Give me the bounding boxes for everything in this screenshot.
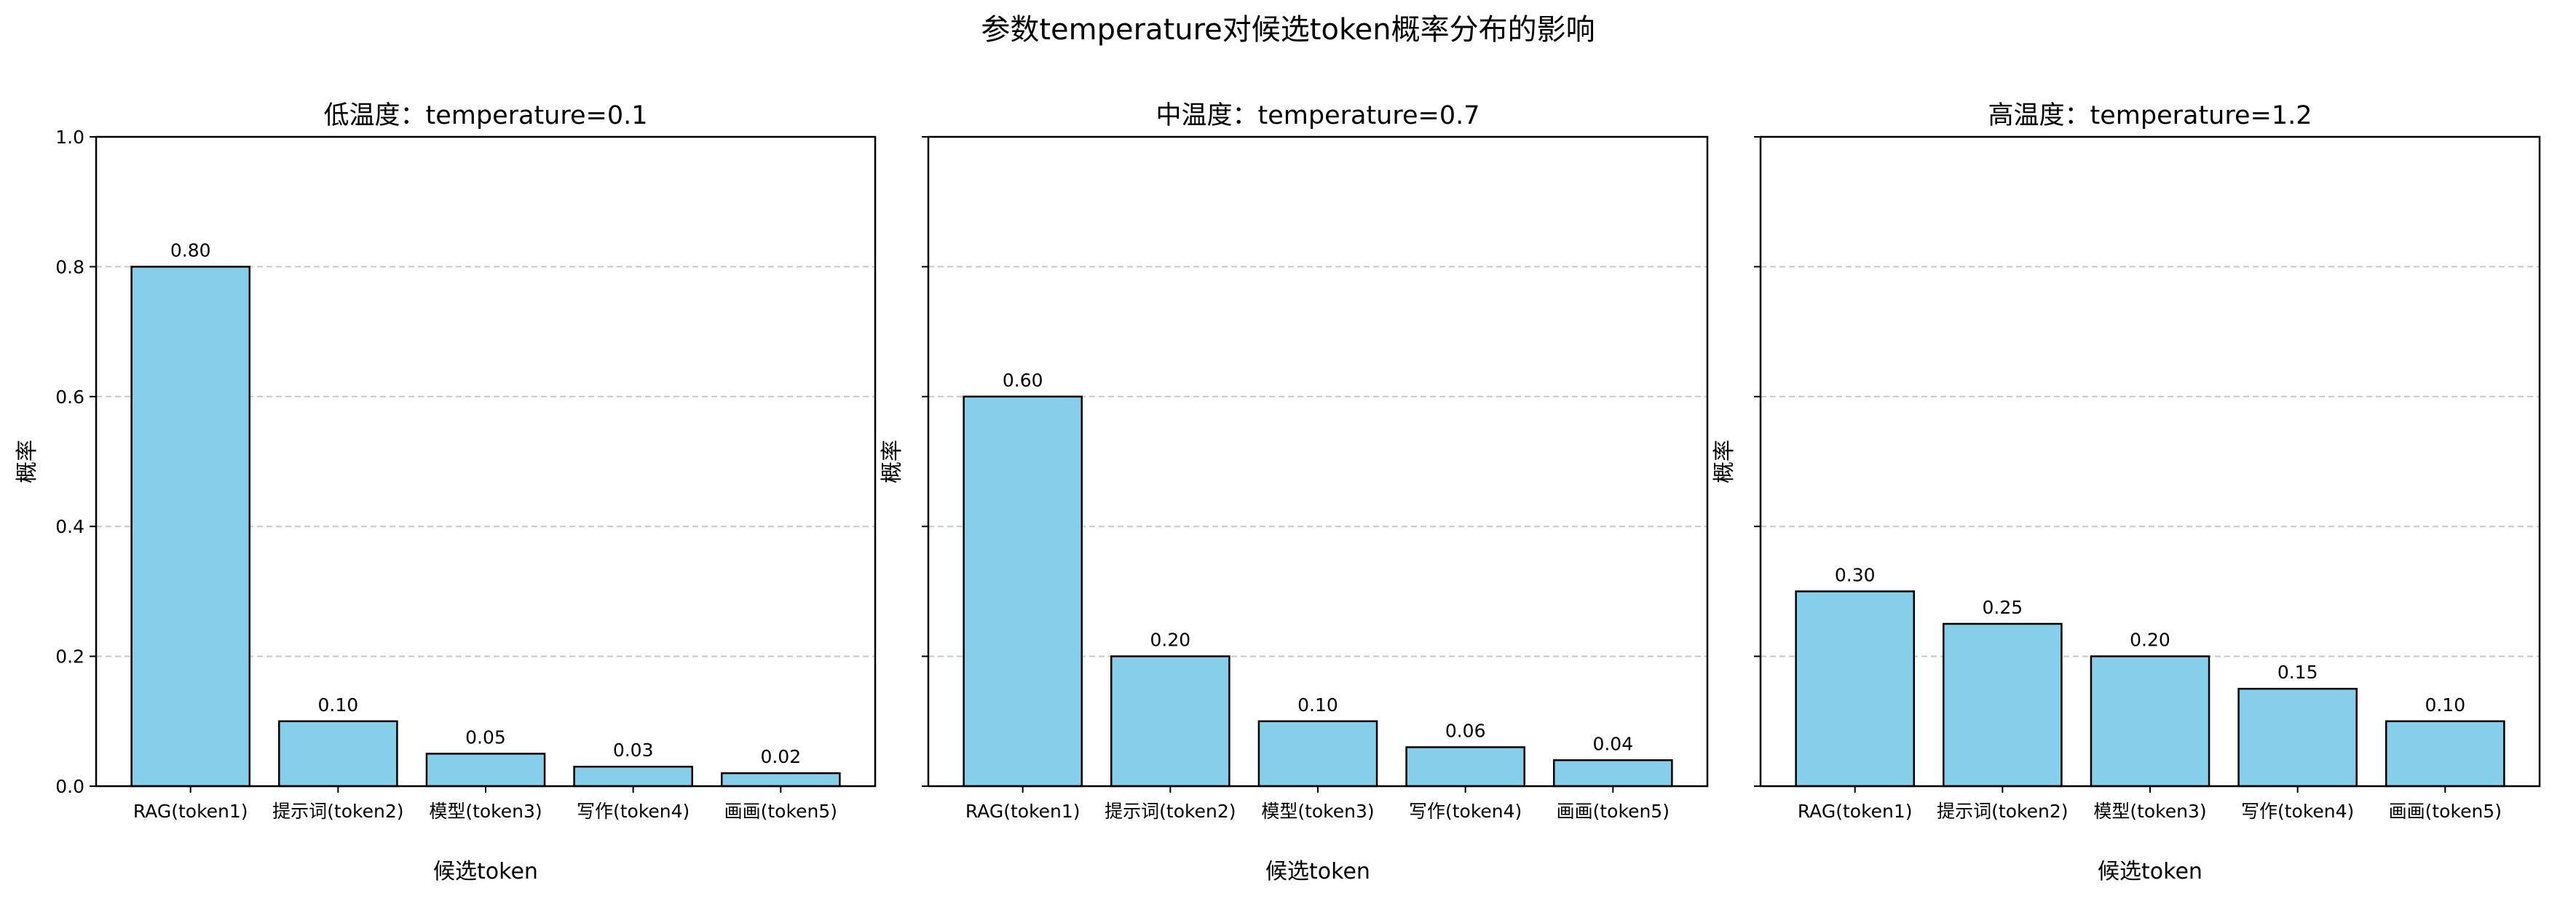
bar [720, 772, 841, 788]
bar [1943, 622, 2063, 788]
x-tick-label: 模型(token3) [1261, 801, 1374, 822]
data-label: 0.10 [318, 694, 359, 716]
data-label: 0.60 [1003, 370, 1043, 391]
data-label: 0.15 [2277, 662, 2318, 683]
x-tick-label: 画画(token5) [724, 801, 837, 822]
subplot-title: 低温度：temperature=0.1 [324, 101, 648, 130]
x-tick-label: 写作(token4) [2241, 801, 2354, 822]
x-tick-label: 模型(token3) [2093, 801, 2206, 822]
bar [2385, 720, 2505, 788]
data-label: 0.05 [465, 726, 506, 748]
x-tick-label: 写作(token4) [1409, 801, 1522, 822]
bar [1110, 655, 1230, 788]
bar [1795, 590, 1916, 788]
bar [1552, 759, 1673, 788]
x-tick-label: 提示词(token2) [272, 801, 403, 822]
data-label: 0.25 [1983, 597, 2023, 618]
x-tick-label: RAG(token1) [133, 801, 248, 822]
bar [425, 753, 546, 788]
x-tick-label: 画画(token5) [1557, 801, 1670, 822]
bar [2090, 655, 2210, 788]
y-axis-label: 概率 [15, 440, 40, 483]
data-label: 0.02 [760, 746, 801, 767]
data-label: 0.04 [1592, 733, 1633, 754]
x-tick-label: 画画(token5) [2389, 801, 2502, 822]
data-label: 0.06 [1445, 720, 1486, 741]
axes-frame [95, 135, 877, 788]
subplot-title: 高温度：temperature=1.2 [1988, 101, 2312, 130]
bar [2237, 687, 2358, 788]
y-tick-label: 0.4 [55, 516, 84, 537]
bar [573, 765, 693, 788]
data-label: 0.30 [1835, 564, 1876, 585]
subplot-title: 中温度：temperature=0.7 [1156, 101, 1480, 130]
x-axis-label: 候选token [1265, 859, 1370, 884]
bar [130, 266, 251, 788]
data-label: 0.80 [170, 239, 211, 261]
data-label: 0.03 [613, 740, 654, 761]
y-tick-label: 0.2 [55, 646, 84, 668]
data-label: 0.10 [2425, 694, 2465, 716]
x-tick-label: RAG(token1) [965, 801, 1080, 822]
x-axis-label: 候选token [433, 859, 538, 884]
bar [278, 720, 398, 788]
x-tick-label: 提示词(token2) [1937, 801, 2068, 822]
figure-title: 参数temperature对候选token概率分布的影响 [981, 13, 1595, 47]
y-axis-label: 概率 [880, 440, 905, 483]
y-tick-label: 0.8 [55, 256, 84, 277]
axes-frame [927, 135, 1709, 788]
data-label: 0.20 [1150, 630, 1191, 651]
x-tick-label: RAG(token1) [1798, 801, 1913, 822]
bar [1405, 746, 1525, 788]
data-label: 0.10 [1297, 694, 1338, 716]
x-tick-label: 提示词(token2) [1105, 801, 1236, 822]
x-tick-label: 模型(token3) [429, 801, 542, 822]
data-label: 0.20 [2130, 630, 2170, 651]
y-tick-label: 0.6 [55, 387, 84, 408]
y-axis-label: 概率 [1712, 440, 1737, 483]
bar [1257, 720, 1378, 788]
x-axis-label: 候选token [2098, 859, 2202, 884]
y-tick-label: 0.0 [55, 776, 84, 797]
x-tick-label: 写作(token4) [577, 801, 690, 822]
axes-frame [1759, 135, 2541, 788]
bar [963, 395, 1083, 788]
y-tick-label: 1.0 [55, 127, 84, 148]
